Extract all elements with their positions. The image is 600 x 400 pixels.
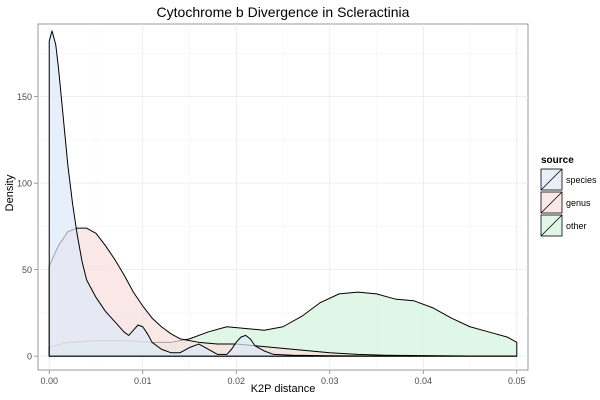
density-areas (48, 30, 518, 357)
y-axis-label: Density (4, 174, 16, 211)
chart-title: Cytochrome b Divergence in Scleractinia (157, 4, 410, 20)
legend-label-species: species (566, 175, 597, 185)
x-axis-label: K2P distance (251, 383, 316, 395)
x-tick-label: 0.03 (321, 376, 339, 386)
x-tick-label: 0.05 (508, 376, 526, 386)
y-tick-label: 150 (17, 92, 32, 102)
x-axis: 0.00 0.01 0.02 0.03 0.04 0.05 (40, 370, 526, 386)
legend-key-stroke (540, 191, 563, 214)
x-tick-label: 0.00 (40, 376, 58, 386)
y-tick-label: 50 (22, 265, 32, 275)
legend-key-stroke (540, 168, 563, 191)
y-tick-label: 0 (27, 352, 32, 362)
x-tick-label: 0.01 (134, 376, 152, 386)
legend-title: source (541, 155, 574, 166)
legend: source species genus other (540, 155, 597, 237)
y-axis: 0 50 100 150 (17, 92, 38, 362)
x-tick-label: 0.04 (415, 376, 433, 386)
density-area-species (48, 30, 518, 357)
legend-label-genus: genus (566, 198, 591, 208)
x-tick-label: 0.02 (227, 376, 245, 386)
legend-key-stroke (540, 214, 563, 237)
y-tick-label: 100 (17, 179, 32, 189)
legend-label-other: other (566, 221, 587, 231)
